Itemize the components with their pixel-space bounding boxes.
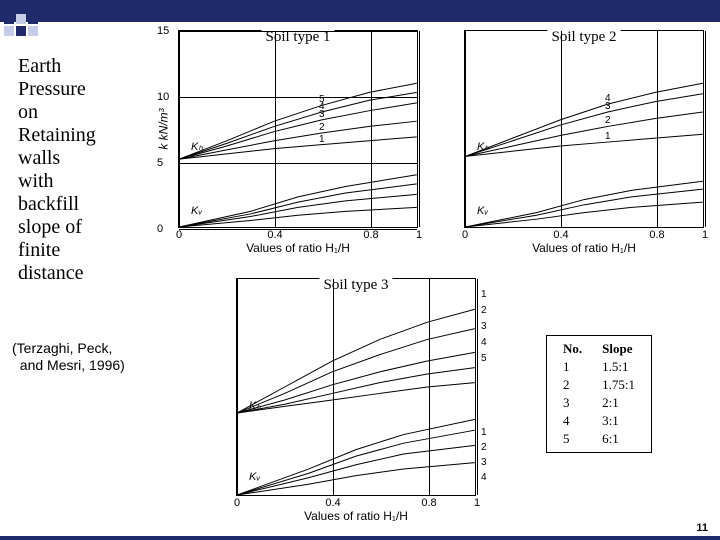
kh-label: Kₕ	[249, 399, 261, 412]
header-ornament	[4, 14, 44, 36]
citation: (Terzaghi, Peck, and Mesri, 1996)	[12, 340, 125, 374]
page-number: 11	[696, 522, 708, 534]
legend-cell: 3	[553, 394, 592, 412]
legend-cell: 6:1	[592, 430, 645, 448]
y-tick: 10	[157, 91, 169, 103]
x-tick: 0	[462, 229, 468, 241]
legend-cell: 1.5:1	[592, 358, 645, 376]
kv-label: Kᵥ	[191, 205, 202, 217]
y-tick: 15	[157, 25, 169, 37]
x-tick: 0.8	[363, 229, 378, 241]
x-axis-label: Values of ratio H₁/H	[304, 509, 408, 523]
legend-cell: 4	[553, 412, 592, 430]
x-tick: 1	[416, 229, 422, 241]
x-tick: 0.4	[267, 229, 282, 241]
x-axis-label: Values of ratio H₁/H	[532, 241, 636, 255]
curve-label: 2	[605, 115, 611, 126]
side-label: 4	[481, 337, 487, 348]
x-tick: 0.4	[553, 229, 568, 241]
x-tick: 0	[234, 497, 240, 509]
curve-label: 2	[319, 122, 325, 133]
side-label: 4	[481, 472, 487, 483]
legend-cell: 2	[553, 376, 592, 394]
legend-cell: 1	[553, 358, 592, 376]
slide-title: Earth Pressure on Retaining walls with b…	[18, 55, 96, 285]
chart-soil2: Soil type 2 Values of ratio H₁/H 00.40.8…	[464, 30, 704, 228]
curve-label: 1	[319, 134, 325, 145]
side-label: 5	[481, 353, 487, 364]
curve-label: 4	[605, 93, 611, 104]
header-bar	[0, 0, 720, 22]
curve-label: 1	[605, 131, 611, 142]
legend-cell: 1.75:1	[592, 376, 645, 394]
side-label: 3	[481, 321, 487, 332]
side-label: 2	[481, 305, 487, 316]
legend-cell: 3:1	[592, 412, 645, 430]
x-axis-label: Values of ratio H₁/H	[246, 241, 350, 255]
side-label: 2	[481, 442, 487, 453]
legend-cell: 5	[553, 430, 592, 448]
y-axis-label: k kN/m³	[157, 108, 171, 149]
x-tick: 0.8	[649, 229, 664, 241]
legend-header: Slope	[592, 340, 645, 358]
curve-label: 5	[319, 94, 325, 105]
legend-cell: 2:1	[592, 394, 645, 412]
x-tick: 1	[474, 497, 480, 509]
x-tick: 0.4	[325, 497, 340, 509]
kv-label: Kᵥ	[249, 471, 260, 483]
x-tick: 1	[702, 229, 708, 241]
y-tick: 5	[157, 157, 163, 169]
kh-label: Kₕ	[191, 140, 203, 153]
side-label: 1	[481, 289, 487, 300]
footer-bar	[0, 536, 720, 540]
legend-header: No.	[553, 340, 592, 358]
kv-label: Kᵥ	[477, 205, 488, 217]
side-label: 3	[481, 457, 487, 468]
y-tick: 0	[157, 223, 163, 235]
x-tick: 0	[176, 229, 182, 241]
x-tick: 0.8	[421, 497, 436, 509]
side-label: 1	[481, 427, 487, 438]
kh-label: Kₕ	[477, 140, 489, 153]
chart-soil3: Soil type 3 Values of ratio H₁/H 00.40.8…	[236, 278, 476, 496]
chart-soil1: Soil type 1 k kN/m³ Values of ratio H₁/H…	[178, 30, 418, 228]
legend-table: No.Slope11.5:121.75:132:143:156:1	[546, 335, 652, 453]
